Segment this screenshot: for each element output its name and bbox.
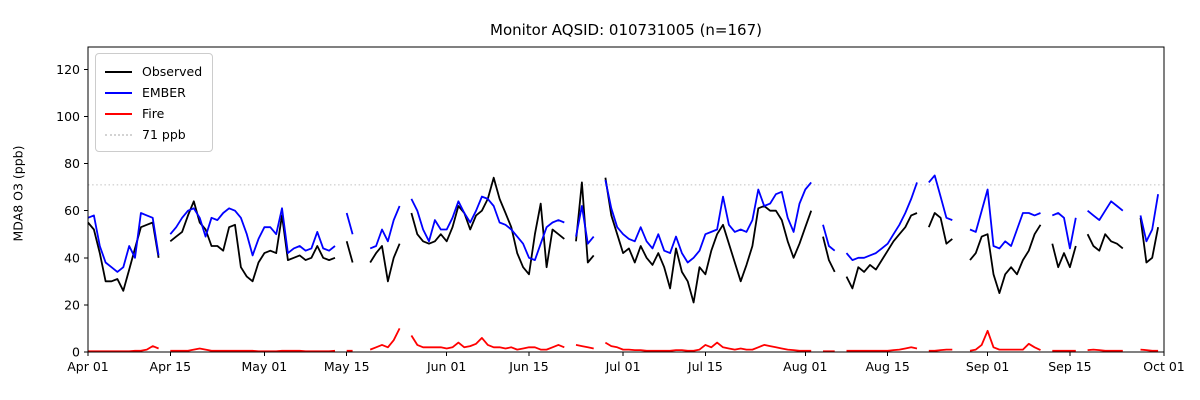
legend-label: Observed	[142, 64, 203, 79]
x-tick-label: Oct 01	[1143, 359, 1185, 374]
legend: Observed EMBER Fire 71 ppb	[95, 53, 214, 152]
y-tick-label: 100	[56, 109, 80, 124]
legend-swatch-fire	[105, 112, 132, 115]
x-tick-label: Jun 01	[426, 359, 466, 374]
y-tick-label: 0	[72, 345, 80, 360]
x-tick-label: Jul 15	[687, 359, 723, 374]
chart-title: Monitor AQSID: 010731005 (n=167)	[490, 21, 762, 39]
x-tick-label: Sep 15	[1048, 359, 1091, 374]
x-tick-label: Apr 01	[67, 359, 109, 374]
axes-box	[87, 46, 1165, 353]
legend-label: 71 ppb	[142, 127, 186, 142]
y-tick-label: 120	[56, 62, 80, 77]
fire-line	[88, 327, 1159, 353]
x-tick-label: Jun 15	[508, 359, 548, 374]
x-tick-label: Sep 01	[966, 359, 1009, 374]
legend-label: Fire	[142, 106, 165, 121]
x-tick-label: Aug 15	[866, 359, 910, 374]
legend-swatch-71-ppb	[105, 133, 132, 136]
legend-item-fire: Fire	[105, 103, 202, 124]
y-tick-label: 40	[64, 250, 80, 265]
y-tick-label: 20	[64, 297, 80, 312]
legend-swatch-ember	[105, 91, 132, 94]
x-tick-label: Apr 15	[150, 359, 192, 374]
ember-line	[87, 174, 1159, 273]
legend-item-ember: EMBER	[105, 82, 202, 103]
legend-label: EMBER	[142, 85, 186, 100]
x-tick-label: May 15	[324, 359, 370, 374]
legend-item-observed: Observed	[105, 61, 202, 82]
x-tick-label: May 01	[242, 359, 288, 374]
x-tick-label: Jul 01	[605, 359, 641, 374]
legend-item-71-ppb: 71 ppb	[105, 124, 202, 145]
y-tick-label: 80	[64, 156, 80, 171]
y-tick-label: 60	[64, 203, 80, 218]
x-tick-label: Aug 01	[783, 359, 827, 374]
legend-swatch-observed	[105, 70, 132, 73]
